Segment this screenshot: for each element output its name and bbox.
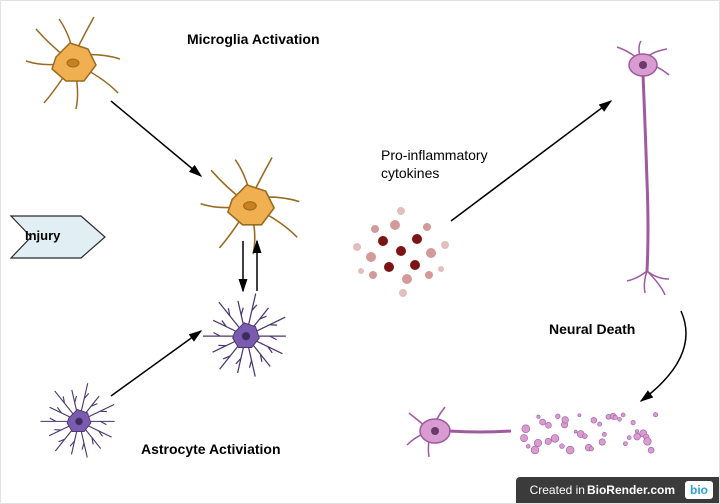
neuron-intact-cell: [601, 41, 720, 306]
astrocyte-resting-cell: [37, 379, 122, 468]
arrow-astrocyte-to-active: [111, 331, 201, 396]
neural-death-label: Neural Death: [549, 321, 635, 339]
injury-shape: Injury: [11, 216, 107, 258]
biorender-footer: Created in BioRender.com bio: [516, 477, 719, 503]
footer-brand: BioRender.com: [587, 483, 675, 497]
cytokines-label-1: Pro-inflammatory: [381, 147, 488, 165]
microglia-activation-label: Microglia Activation: [187, 31, 320, 49]
microglia-resting-cell: [19, 13, 129, 118]
diagram-canvas: Injury Microglia Activation Astrocyte Ac…: [0, 0, 720, 504]
astrocyte-active-cell: [199, 289, 294, 389]
cytokine-cluster: [341, 191, 461, 311]
cytokines-label-2: cytokines: [381, 165, 439, 183]
microglia-active-cell: [193, 153, 309, 263]
footer-prefix: Created in: [530, 483, 585, 497]
injury-label: Injury: [25, 228, 60, 243]
footer-badge: bio: [685, 481, 713, 499]
astrocyte-activation-label: Astrocyte Activiation: [141, 441, 281, 459]
